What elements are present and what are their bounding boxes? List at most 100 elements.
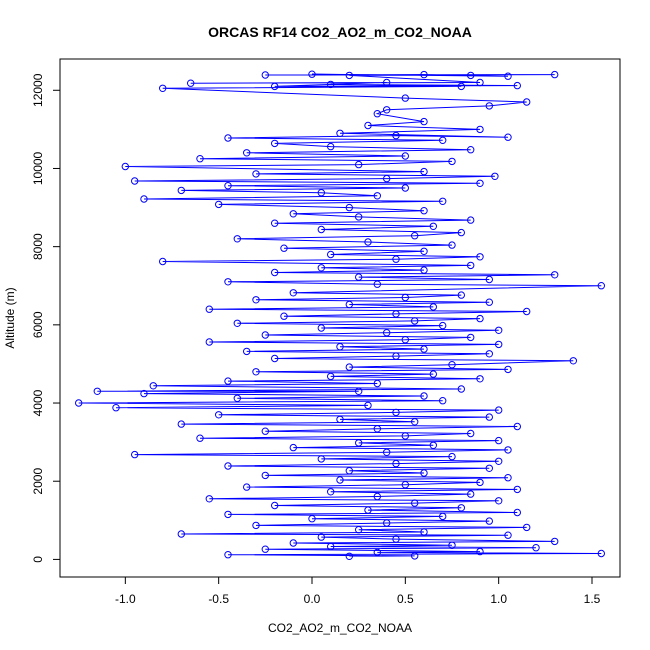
data-point bbox=[476, 375, 484, 383]
data-point bbox=[149, 382, 158, 390]
data-point bbox=[289, 443, 297, 452]
data-point bbox=[261, 545, 269, 553]
data-point bbox=[420, 528, 428, 536]
data-point bbox=[355, 273, 363, 281]
data-point bbox=[215, 200, 223, 209]
y-axis-label: Altitude (m) bbox=[3, 287, 17, 348]
data-point bbox=[401, 152, 409, 160]
data-point bbox=[392, 131, 400, 140]
data-point bbox=[317, 455, 325, 463]
data-point bbox=[457, 291, 465, 299]
data-point bbox=[467, 261, 475, 270]
data-point bbox=[327, 250, 335, 259]
data-point bbox=[476, 314, 484, 323]
data-point bbox=[364, 121, 372, 130]
data-point bbox=[373, 492, 381, 501]
data-point bbox=[261, 427, 269, 435]
x-axis-label: CO2_AO2_m_CO2_NOAA bbox=[268, 621, 412, 635]
y-axis: 0 2000 4000 6000 8000 10000 12000 bbox=[31, 73, 60, 563]
data-point bbox=[491, 172, 499, 181]
data-point bbox=[420, 207, 428, 215]
data-point bbox=[420, 392, 428, 400]
data-point bbox=[261, 71, 269, 79]
x-tick-label: -0.5 bbox=[208, 592, 229, 606]
data-point bbox=[271, 501, 279, 510]
data-point bbox=[485, 413, 493, 421]
data-point bbox=[383, 519, 391, 527]
data-point bbox=[551, 271, 559, 279]
data-point bbox=[233, 319, 242, 327]
data-point bbox=[597, 549, 605, 558]
data-point bbox=[457, 82, 465, 91]
y-tick-label: 8000 bbox=[31, 233, 45, 260]
data-point bbox=[224, 551, 232, 559]
data-point bbox=[261, 331, 269, 339]
data-point bbox=[327, 542, 335, 551]
data-point bbox=[121, 162, 130, 171]
data-point bbox=[420, 345, 428, 353]
data-point bbox=[476, 253, 484, 261]
data-point bbox=[495, 497, 503, 505]
data-point bbox=[177, 530, 186, 538]
data-point bbox=[476, 179, 484, 188]
chart-title: ORCAS RF14 CO2_AO2_m_CO2_NOAA bbox=[208, 24, 472, 40]
data-point bbox=[448, 157, 456, 166]
y-tick-label: 12000 bbox=[31, 73, 45, 107]
data-point bbox=[75, 399, 83, 407]
data-point bbox=[513, 485, 521, 494]
data-point bbox=[495, 457, 503, 465]
data-point bbox=[205, 338, 214, 346]
data-point bbox=[448, 452, 456, 461]
data-point bbox=[420, 70, 428, 79]
data-point bbox=[159, 257, 167, 266]
data-point bbox=[327, 488, 335, 496]
data-point bbox=[280, 312, 288, 320]
data-point bbox=[336, 343, 344, 351]
data-point bbox=[597, 282, 605, 290]
plot-area bbox=[75, 70, 605, 560]
data-point bbox=[345, 300, 353, 309]
y-tick-label: 10000 bbox=[31, 151, 45, 185]
data-point bbox=[401, 481, 409, 489]
data-point bbox=[280, 244, 288, 252]
data-point bbox=[289, 539, 297, 547]
data-point bbox=[429, 370, 437, 378]
data-point bbox=[345, 71, 353, 80]
data-point bbox=[187, 79, 195, 87]
data-point bbox=[271, 139, 279, 148]
data-point bbox=[504, 365, 512, 374]
data-point bbox=[429, 441, 437, 449]
data-point bbox=[131, 450, 139, 459]
data-point bbox=[467, 146, 475, 154]
data-point bbox=[224, 510, 232, 519]
data-point bbox=[252, 521, 260, 530]
data-point bbox=[196, 155, 204, 163]
data-point bbox=[485, 517, 493, 525]
data-point bbox=[233, 235, 242, 243]
data-point bbox=[224, 462, 232, 470]
data-point bbox=[271, 82, 279, 91]
data-point bbox=[495, 406, 503, 414]
data-point bbox=[177, 186, 186, 195]
data-point bbox=[224, 278, 232, 286]
data-point bbox=[252, 296, 260, 304]
data-point bbox=[420, 266, 428, 274]
x-tick-label: 1.5 bbox=[584, 592, 601, 606]
data-point bbox=[308, 515, 316, 523]
data-point bbox=[243, 483, 251, 491]
data-point bbox=[383, 448, 391, 456]
data-point bbox=[551, 70, 559, 79]
data-point bbox=[551, 537, 559, 546]
data-point bbox=[308, 70, 316, 78]
data-point bbox=[504, 446, 512, 454]
x-tick-label: 0.5 bbox=[397, 592, 414, 606]
data-point bbox=[448, 241, 456, 249]
data-point bbox=[289, 289, 297, 297]
data-point bbox=[532, 544, 540, 552]
data-point bbox=[224, 377, 232, 385]
data-point bbox=[205, 305, 214, 313]
data-point bbox=[327, 80, 335, 89]
data-point bbox=[336, 476, 344, 484]
data-point bbox=[504, 531, 512, 539]
data-point bbox=[401, 336, 409, 344]
